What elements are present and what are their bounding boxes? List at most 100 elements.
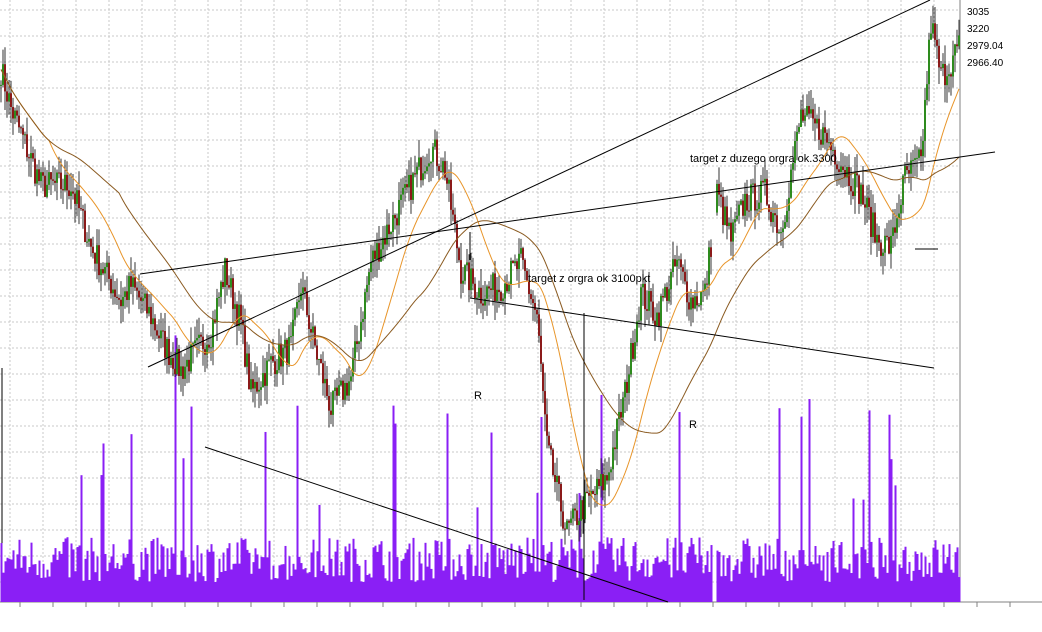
candle-body [582, 500, 584, 520]
volume-bar [290, 575, 293, 602]
volume-bar [54, 548, 57, 602]
volume-bar [398, 578, 401, 602]
volume-bar [560, 538, 563, 602]
candlesticks [0, 5, 960, 545]
candle-body [810, 109, 812, 114]
candle-body [778, 232, 780, 234]
volume-bar [766, 569, 769, 602]
volume-bar [826, 552, 829, 602]
volume-bar [486, 552, 489, 602]
candle-body [654, 320, 656, 326]
candle-body [632, 342, 634, 359]
candle-body [288, 337, 290, 365]
candle-body [628, 374, 630, 393]
volume-bar [748, 546, 751, 602]
candle-body [928, 39, 930, 85]
volume-bar [424, 542, 427, 602]
candle-body [508, 284, 510, 292]
candle-body [82, 209, 84, 211]
candle-body [348, 381, 350, 396]
volume-bar [912, 570, 915, 602]
volume-bar [176, 574, 179, 602]
volume-bar [810, 561, 813, 602]
candle-body [736, 215, 738, 220]
candle-body [660, 296, 662, 326]
volume-bar [300, 563, 303, 602]
volume-bar [164, 576, 167, 602]
volume-bar [562, 547, 565, 602]
candle-body [458, 248, 460, 261]
candle-body [426, 166, 428, 172]
volume-bar [342, 575, 345, 602]
volume-bar [622, 538, 625, 602]
candle-body [478, 287, 480, 298]
volume-bar [166, 548, 169, 602]
volume-bar [882, 567, 885, 602]
candle-body [80, 208, 82, 210]
candle-body [54, 180, 56, 183]
candle-body [52, 179, 54, 181]
volume-bar [308, 572, 311, 602]
candle-body [728, 222, 730, 226]
volume-bar [876, 578, 879, 602]
volume-bar [604, 548, 607, 602]
candle-body [260, 387, 262, 390]
candle-body [12, 107, 14, 119]
candle-body [766, 178, 768, 205]
candle-body [698, 305, 700, 307]
candle-body [688, 302, 690, 310]
candle-body [724, 206, 726, 225]
volume-bar [852, 498, 855, 602]
candle-body [212, 319, 214, 348]
candle-body [802, 109, 804, 121]
volume-bar [322, 565, 325, 602]
candle-body [938, 45, 940, 68]
volume-bar [886, 572, 889, 602]
candle-body [552, 449, 554, 476]
volume-bar [706, 551, 709, 602]
volume-bar [696, 563, 699, 602]
volume-bar [572, 548, 575, 602]
volume-bar [348, 543, 351, 602]
volume-bar [320, 571, 323, 602]
volume-bar [716, 550, 719, 602]
volume-bar [254, 548, 257, 602]
volume-bar [306, 573, 309, 602]
volume-bar [436, 541, 439, 602]
volume-bar [206, 549, 209, 602]
volume-bar [516, 577, 519, 602]
volume-bar [506, 549, 509, 602]
volume-bar [396, 557, 399, 602]
candle-body [118, 297, 120, 300]
volume-bar [134, 579, 137, 602]
candle-body [278, 343, 280, 371]
candle-body [704, 283, 706, 291]
candle-body [744, 193, 746, 216]
grid [0, 0, 1042, 607]
candle-body [322, 363, 324, 384]
candle-body [68, 190, 70, 196]
candle-body [20, 127, 22, 129]
candle-body [28, 157, 30, 159]
volume-bar [460, 566, 463, 602]
candle-body [884, 235, 886, 253]
volume-bar [616, 548, 619, 602]
candle-body [772, 213, 774, 222]
volume-bar [418, 551, 421, 602]
volume-bar [292, 563, 295, 602]
volume-bar [68, 577, 71, 602]
volume-bar [658, 562, 661, 602]
volume-bar [820, 570, 823, 602]
volume-bar [102, 443, 105, 602]
volume-bar [500, 559, 503, 602]
volume-bar [140, 552, 143, 602]
volume-bar [260, 556, 263, 602]
candle-body [618, 411, 620, 420]
volume-bar [28, 566, 31, 602]
candle-body [438, 166, 440, 172]
candle-body [64, 174, 66, 191]
volume-bar [606, 537, 609, 602]
candle-body [896, 218, 898, 233]
candle-body [510, 260, 512, 285]
candle-body [130, 276, 132, 287]
